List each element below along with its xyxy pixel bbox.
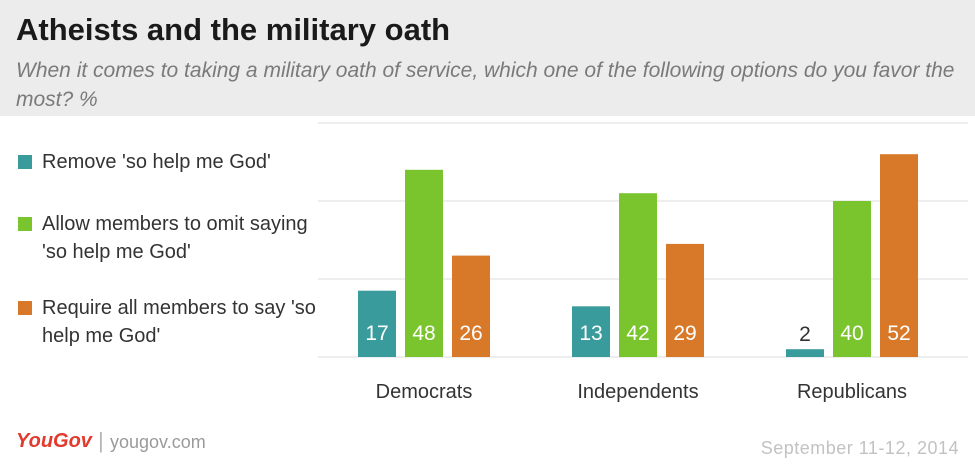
bar-independents-1 [619, 193, 657, 357]
chart-title: Atheists and the military oath [16, 12, 451, 47]
legend-swatch-require [18, 301, 32, 315]
category-label: Democrats [376, 381, 473, 403]
data-label: 26 [459, 322, 482, 345]
legend-swatch-remove [18, 155, 32, 169]
legend-label-allow: Allow members to omit saying 'so help me… [42, 213, 308, 263]
legend-item-remove: Remove 'so help me God' [18, 148, 322, 176]
data-label: 42 [626, 322, 649, 345]
bar-independents-2 [666, 243, 704, 357]
bar-democrats-1 [405, 169, 443, 357]
chart-subtitle: When it comes to taking a military oath … [16, 59, 955, 111]
legend-label-remove: Remove 'so help me God' [42, 151, 271, 173]
legend-item-allow: Allow members to omit saying 'so help me… [18, 210, 322, 266]
bar-republicans-0 [786, 349, 824, 357]
survey-date: September 11-12, 2014 [760, 438, 959, 458]
data-label: 17 [365, 322, 388, 345]
header-band: Atheists and the military oath When it c… [0, 0, 975, 116]
data-label: 52 [887, 322, 910, 345]
bar-republicans-1 [833, 201, 871, 357]
legend-item-require: Require all members to say 'so help me G… [18, 294, 322, 350]
bar-independents-0 [572, 306, 610, 357]
data-label: 13 [579, 322, 602, 345]
data-label: 40 [840, 322, 863, 345]
category-label: Republicans [797, 381, 907, 403]
data-label: 29 [673, 322, 696, 345]
bar-republicans-2 [880, 154, 918, 357]
footer-url: yougov.com [110, 432, 206, 452]
category-label: Independents [577, 381, 698, 403]
yougov-logo: YouGov [16, 430, 92, 452]
legend-swatch-allow [18, 217, 32, 231]
bar-democrats-2 [452, 255, 490, 357]
legend-label-require: Require all members to say 'so help me G… [42, 297, 316, 347]
data-label: 2 [799, 323, 811, 346]
data-label: 48 [412, 322, 435, 345]
footer-separator: | [98, 428, 104, 453]
bar-democrats-0 [358, 290, 396, 357]
